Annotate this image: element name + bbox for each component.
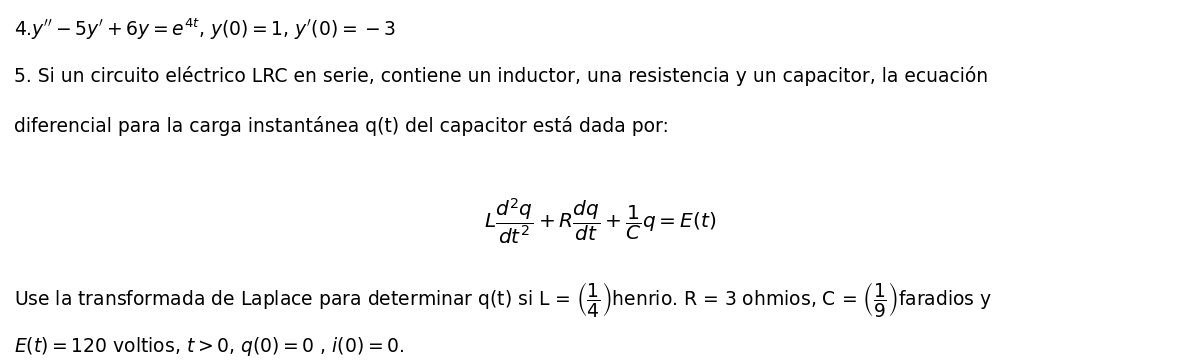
Text: Use la transformada de Laplace para determinar q(t) si L = $\left(\dfrac{1}{4}\r: Use la transformada de Laplace para dete… <box>14 280 992 319</box>
Text: 5. Si un circuito eléctrico LRC en serie, contiene un inductor, una resistencia : 5. Si un circuito eléctrico LRC en serie… <box>14 66 989 86</box>
Text: 4.$y'' - 5y' + 6y = e^{4t}$, $y(0) = 1$, $y'(0) = -3$: 4.$y'' - 5y' + 6y = e^{4t}$, $y(0) = 1$,… <box>14 16 396 42</box>
Text: $E(t) = 120$ voltios, $t > 0$, $q(0) = 0$ , $i(0) = 0$.: $E(t) = 120$ voltios, $t > 0$, $q(0) = 0… <box>14 335 404 358</box>
Text: diferencial para la carga instantánea q(t) del capacitor está dada por:: diferencial para la carga instantánea q(… <box>14 116 670 136</box>
Text: $L\dfrac{d^2q}{dt^2} + R\dfrac{dq}{dt} + \dfrac{1}{C}q = E(t)$: $L\dfrac{d^2q}{dt^2} + R\dfrac{dq}{dt} +… <box>484 197 716 246</box>
